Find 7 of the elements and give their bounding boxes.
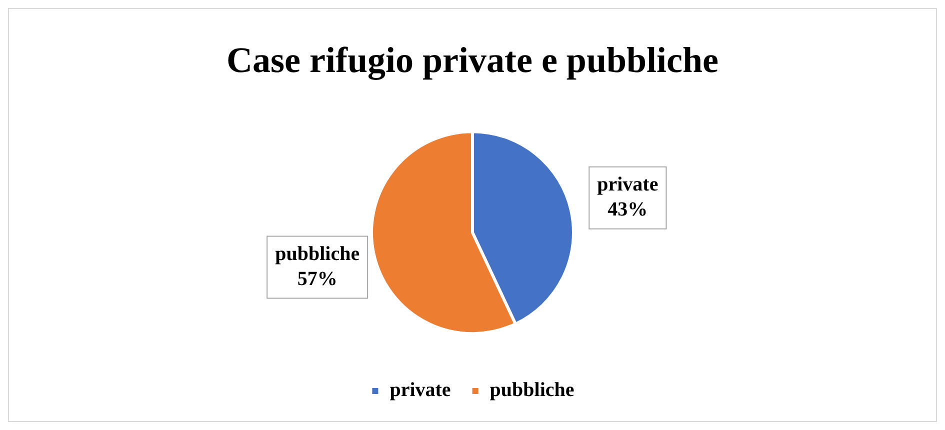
data-label: 43% xyxy=(608,198,648,221)
legend-label: private xyxy=(390,379,451,402)
legend-label: pubbliche xyxy=(490,379,574,402)
chart-title: Case rifugio private e pubbliche xyxy=(226,40,719,80)
slice-label: pubbliche xyxy=(275,242,360,265)
slice-label: private xyxy=(597,174,658,196)
data-label: 57% xyxy=(297,268,338,290)
